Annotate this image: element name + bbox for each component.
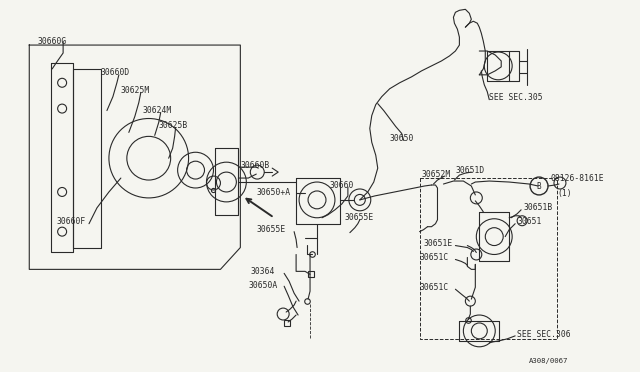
Text: 30364: 30364 [250,267,275,276]
Text: 30660D: 30660D [101,68,130,77]
Text: SEE SEC.306: SEE SEC.306 [517,330,571,339]
Text: 30650A: 30650A [248,281,278,290]
Text: 30651B: 30651B [523,203,552,212]
Text: 30650+A: 30650+A [256,189,291,198]
Text: 30650: 30650 [390,134,414,143]
Text: 30655E: 30655E [256,225,285,234]
Text: 08126-8161E: 08126-8161E [551,174,605,183]
Text: 30625M: 30625M [121,86,150,95]
Text: (1): (1) [557,189,572,198]
Text: B: B [537,182,541,190]
Text: A308/0067: A308/0067 [529,358,568,364]
Text: 30625B: 30625B [159,121,188,130]
Text: 30660F: 30660F [56,217,85,226]
Text: SEE SEC.305: SEE SEC.305 [489,93,543,102]
Text: 30651D: 30651D [456,166,484,174]
Text: 30655E: 30655E [345,213,374,222]
Text: 30651E: 30651E [424,239,452,248]
Text: 30660G: 30660G [37,36,67,46]
Text: 30651C: 30651C [420,253,449,262]
Text: 30651: 30651 [517,217,541,226]
Text: 30652M: 30652M [422,170,451,179]
Text: 30660: 30660 [330,180,355,189]
Text: 30660B: 30660B [241,161,269,170]
Text: 30624M: 30624M [143,106,172,115]
Text: 30651C: 30651C [420,283,449,292]
